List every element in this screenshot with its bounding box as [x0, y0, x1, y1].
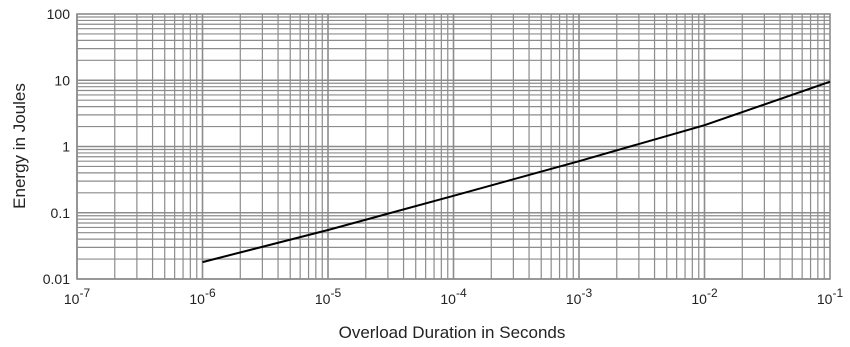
- x-axis-label: Overload Duration in Seconds: [339, 323, 566, 342]
- x-tick-label: 10-6: [189, 286, 216, 307]
- y-tick-label: 10: [54, 72, 70, 88]
- x-tick-label: 10-4: [440, 286, 467, 307]
- plot-frame: [76, 13, 831, 280]
- y-tick-label: 0.1: [51, 205, 71, 221]
- y-axis-label: Energy in Joules: [10, 83, 29, 209]
- grid: [76, 13, 831, 280]
- x-tick-label: 10-1: [817, 286, 844, 307]
- x-axis-ticks: 10-7 10-6 10-5 10-4 10-3 10-2 10-1: [64, 286, 844, 307]
- x-tick-label: 10-2: [691, 286, 718, 307]
- x-tick-label: 10-5: [315, 286, 342, 307]
- series-line: [202, 80, 831, 264]
- y-tick-label: 0.01: [43, 271, 70, 287]
- x-tick-label: 10-7: [64, 286, 91, 307]
- y-axis-ticks: 0.01 0.1 1 10 100: [43, 6, 70, 287]
- x-tick-label: 10-3: [566, 286, 593, 307]
- series-lines: [202, 80, 831, 264]
- y-tick-label: 100: [47, 6, 71, 22]
- y-tick-label: 1: [62, 139, 70, 155]
